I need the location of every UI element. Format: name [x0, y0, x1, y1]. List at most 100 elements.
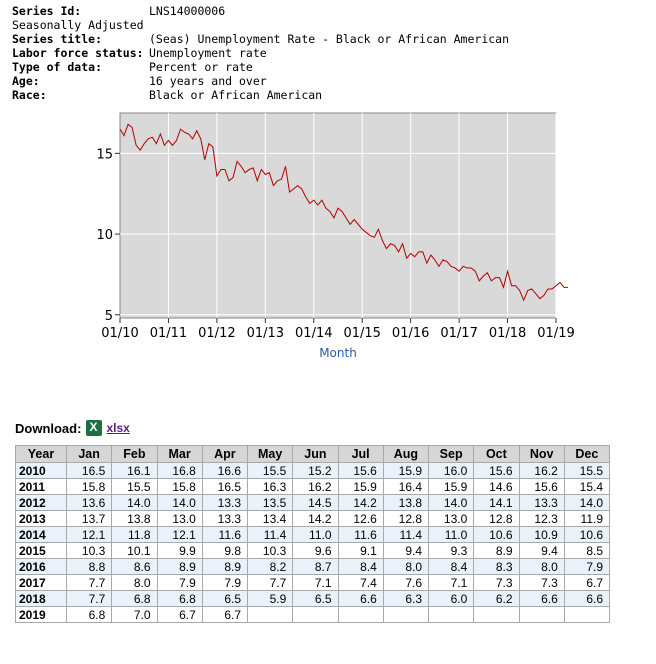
value-cell: 8.4: [337, 558, 384, 575]
value-cell: 14.2: [292, 510, 339, 527]
year-cell: 2018: [15, 590, 67, 607]
table-row: 2017 7.7 8.0 7.9 7.9 7.7 7.1 7.4 7.6 7.1 7.3 7.3 6.7: [15, 574, 611, 591]
value-cell: 6.6: [337, 590, 384, 607]
value-cell: [563, 606, 611, 623]
value-cell: 13.4: [246, 510, 294, 527]
value-cell: 13.8: [382, 494, 430, 511]
value-cell: 8.5: [563, 542, 611, 559]
y-tick-label: 10: [96, 228, 113, 243]
x-tick-label: 01/11: [150, 326, 187, 341]
x-tick-label: 01/16: [392, 326, 429, 341]
xlsx-download-link[interactable]: xlsx: [106, 421, 130, 435]
meta-row: Seasonally Adjusted: [12, 18, 509, 32]
value-cell: 6.6: [518, 590, 565, 607]
table-row: 2016 8.8 8.6 8.9 8.9 8.2 8.7 8.4 8.0 8.4 8.3 8.0 7.9: [15, 558, 611, 575]
y-tick-label: 15: [96, 147, 113, 162]
value-cell: 15.6: [337, 462, 384, 479]
x-tick-label: 01/19: [537, 326, 574, 341]
value-cell: 7.7: [65, 574, 113, 591]
data-table: Year Jan Feb Mar Apr May Jun Jul Aug Sep Oct Nov Dec…: [15, 445, 611, 623]
value-cell: 9.8: [201, 542, 249, 559]
value-cell: [473, 606, 520, 623]
value-cell: 10.1: [111, 542, 158, 559]
value-cell: 9.1: [337, 542, 384, 559]
value-cell: [382, 606, 430, 623]
meta-label: Age:: [12, 74, 40, 88]
value-cell: 7.3: [518, 574, 565, 591]
series-line: [119, 123, 569, 302]
month-column-header: Nov: [518, 445, 565, 463]
value-cell: 8.9: [473, 542, 520, 559]
value-cell: 14.0: [563, 494, 611, 511]
value-cell: 7.7: [246, 574, 294, 591]
value-cell: [518, 606, 565, 623]
meta-label: Labor force status:: [12, 46, 144, 60]
value-cell: 12.1: [65, 526, 113, 543]
value-cell: 11.0: [292, 526, 339, 543]
value-cell: 7.9: [201, 574, 249, 591]
month-column-header: Apr: [201, 445, 249, 463]
month-column-header: Jul: [337, 445, 384, 463]
value-cell: 13.0: [427, 510, 475, 527]
year-cell: 2014: [15, 526, 67, 543]
value-cell: 16.8: [156, 462, 203, 479]
value-cell: 6.6: [563, 590, 611, 607]
month-column-header: Oct: [473, 445, 520, 463]
meta-label: Series title:: [12, 32, 103, 46]
value-cell: 6.8: [111, 590, 158, 607]
value-cell: 10.9: [518, 526, 565, 543]
table-row: 2013 13.7 13.8 13.0 13.3 13.4 14.2 12.6 12.8 13.0…: [15, 510, 611, 527]
year-cell: 2015: [15, 542, 67, 559]
year-cell: 2012: [15, 494, 67, 511]
value-cell: 10.3: [246, 542, 294, 559]
month-column-header: Feb: [111, 445, 158, 463]
value-cell: 13.3: [201, 494, 249, 511]
value-cell: 6.0: [427, 590, 475, 607]
value-cell: 11.0: [427, 526, 475, 543]
value-cell: [427, 606, 475, 623]
x-tick-label: 01/17: [440, 326, 477, 341]
x-tick-label: 01/18: [489, 326, 526, 341]
value-cell: 16.5: [65, 462, 113, 479]
value-cell: 15.6: [473, 462, 520, 479]
meta-row: Age: 16 years and over: [12, 74, 509, 88]
year-column-header: Year: [15, 445, 67, 463]
value-cell: 10.3: [65, 542, 113, 559]
value-cell: 15.8: [65, 478, 113, 495]
value-cell: [292, 606, 339, 623]
value-cell: 6.2: [473, 590, 520, 607]
value-cell: 11.4: [382, 526, 430, 543]
month-column-header: Aug: [382, 445, 430, 463]
table-row: 2012 13.6 14.0 14.0 13.3 13.5 14.5 14.2 13.8 14.0…: [15, 494, 611, 511]
meta-label: Race:: [12, 88, 47, 102]
value-cell: 14.0: [111, 494, 158, 511]
meta-label: Series Id:: [12, 4, 82, 18]
value-cell: 9.4: [518, 542, 565, 559]
meta-value: LNS14000006: [149, 4, 226, 18]
value-cell: 8.9: [201, 558, 249, 575]
plot-area: [119, 112, 557, 319]
value-cell: 16.2: [518, 462, 565, 479]
table-row: 2015 10.3 10.1 9.9 9.8 10.3 9.6 9.1 9.4 9.3 8.9 9.4…: [15, 542, 611, 559]
value-cell: 7.6: [382, 574, 430, 591]
value-cell: 13.6: [65, 494, 113, 511]
meta-label: Seasonally Adjusted: [12, 18, 144, 32]
value-cell: 11.9: [563, 510, 611, 527]
value-cell: 6.5: [201, 590, 249, 607]
value-cell: 6.7: [563, 574, 611, 591]
value-cell: 12.8: [382, 510, 430, 527]
value-cell: 6.3: [382, 590, 430, 607]
meta-row: Labor force status: Unemployment rate: [12, 46, 509, 60]
value-cell: 5.9: [246, 590, 294, 607]
year-cell: 2010: [15, 462, 67, 479]
value-cell: 16.1: [111, 462, 158, 479]
value-cell: [246, 606, 294, 623]
excel-icon: [86, 420, 103, 436]
value-cell: 13.7: [65, 510, 113, 527]
meta-value: 16 years and over: [149, 74, 267, 88]
value-cell: 7.3: [473, 574, 520, 591]
x-tick-label: 01/10: [101, 326, 138, 341]
value-cell: 8.8: [65, 558, 113, 575]
value-cell: 11.8: [111, 526, 158, 543]
value-cell: 15.9: [337, 478, 384, 495]
